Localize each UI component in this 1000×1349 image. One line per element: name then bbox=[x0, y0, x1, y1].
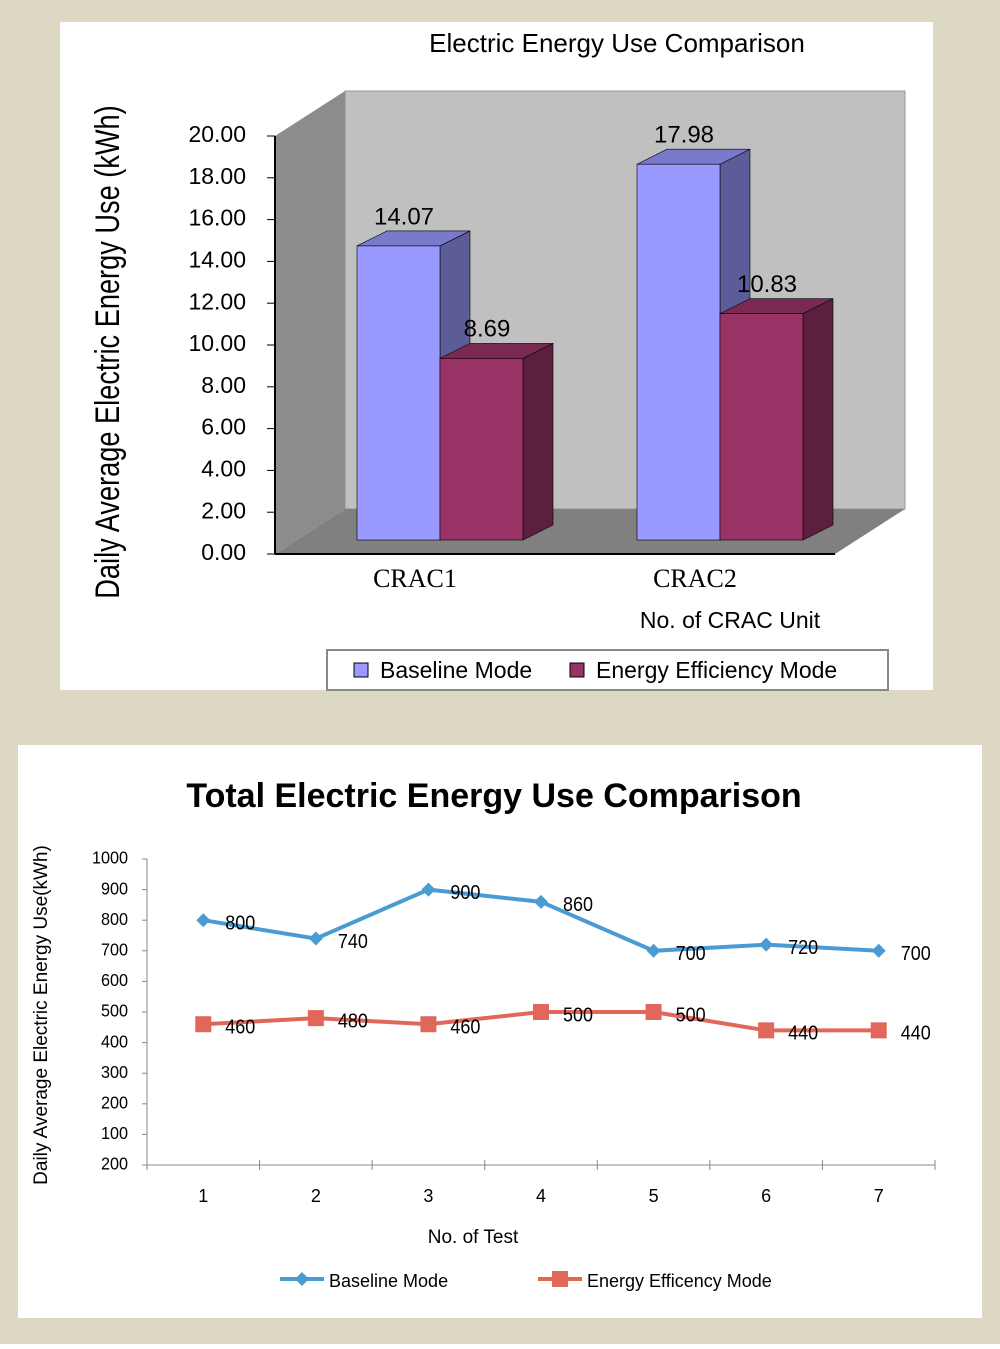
marker bbox=[307, 1010, 324, 1027]
y-axis-label: Daily Average Electric Energy Use(kWh) bbox=[31, 845, 52, 1185]
marker bbox=[870, 1022, 887, 1039]
y-tick-label: 200 bbox=[101, 1154, 128, 1174]
x-tick-label: 7 bbox=[874, 1186, 884, 1206]
marker bbox=[308, 931, 323, 946]
y-tick-label: 18.00 bbox=[188, 163, 246, 189]
y-tick-label: 800 bbox=[101, 909, 128, 929]
marker bbox=[871, 943, 886, 958]
marker bbox=[195, 1016, 212, 1033]
value-label: 460 bbox=[450, 1017, 480, 1039]
y-tick-label: 300 bbox=[101, 1062, 128, 1082]
x-axis-label: No. of Test bbox=[428, 1227, 519, 1248]
value-label: 480 bbox=[338, 1011, 368, 1033]
bar-side bbox=[522, 342, 554, 541]
marker bbox=[759, 937, 774, 952]
x-tick-label: CRAC1 bbox=[373, 564, 457, 593]
x-tick-label: 6 bbox=[761, 1186, 771, 1206]
legend-label: Energy Efficency Mode bbox=[587, 1271, 772, 1291]
value-label: 700 bbox=[901, 943, 931, 965]
value-label: 10.83 bbox=[737, 271, 797, 298]
value-label: 700 bbox=[676, 943, 706, 965]
y-tick-label: 10.00 bbox=[188, 330, 246, 356]
legend-swatch bbox=[569, 662, 585, 678]
marker bbox=[533, 1004, 549, 1020]
value-label: 900 bbox=[450, 882, 480, 904]
marker bbox=[196, 913, 211, 928]
marker bbox=[758, 1022, 775, 1039]
bar bbox=[356, 245, 441, 541]
bar bbox=[439, 358, 524, 541]
legend-label: Baseline Mode bbox=[329, 1271, 448, 1291]
y-tick-label: 200 bbox=[101, 1093, 128, 1113]
x-tick-label: 3 bbox=[423, 1186, 433, 1206]
marker bbox=[646, 943, 661, 958]
x-axis-label: No. of CRAC Unit bbox=[640, 607, 821, 633]
legend-label: Energy Efficiency Mode bbox=[596, 657, 837, 683]
y-tick-label: 900 bbox=[101, 879, 128, 899]
y-tick-label: 16.00 bbox=[188, 205, 246, 231]
marker bbox=[645, 1004, 662, 1020]
y-tick-label: 600 bbox=[101, 970, 128, 990]
x-tick-label: 4 bbox=[536, 1186, 546, 1206]
y-tick-label: 1000 bbox=[92, 848, 128, 868]
y-tick-label: 100 bbox=[101, 1123, 128, 1143]
y-tick-label: 14.00 bbox=[188, 246, 246, 272]
chart-title: Total Electric Energy Use Comparison bbox=[186, 777, 801, 815]
y-tick-label: 4.00 bbox=[201, 455, 246, 481]
y-axis-label: Daily Average Electric Energy Use (kWh) bbox=[88, 105, 127, 598]
y-tick-label: 0.00 bbox=[201, 539, 246, 565]
value-label: 740 bbox=[338, 931, 368, 953]
value-label: 17.98 bbox=[654, 122, 714, 149]
value-label: 500 bbox=[676, 1004, 706, 1026]
value-label: 14.07 bbox=[374, 203, 434, 230]
value-label: 500 bbox=[563, 1004, 593, 1026]
side-wall bbox=[275, 91, 345, 554]
chart-title: Electric Energy Use Comparison bbox=[429, 28, 805, 58]
y-tick-label: 20.00 bbox=[188, 121, 246, 147]
y-tick-label: 400 bbox=[101, 1032, 128, 1052]
x-tick-label: CRAC2 bbox=[653, 564, 737, 593]
value-label: 440 bbox=[788, 1023, 818, 1045]
bar bbox=[719, 313, 804, 541]
y-tick-label: 8.00 bbox=[201, 372, 246, 398]
value-label: 460 bbox=[225, 1017, 255, 1039]
y-tick-label: 6.00 bbox=[201, 414, 246, 440]
value-label: 860 bbox=[563, 894, 593, 916]
marker bbox=[421, 882, 436, 897]
bar bbox=[636, 163, 721, 541]
marker bbox=[420, 1016, 437, 1033]
y-tick-label: 2.00 bbox=[201, 497, 246, 523]
x-tick-label: 1 bbox=[198, 1186, 208, 1206]
marker bbox=[295, 1272, 309, 1286]
bar-side bbox=[802, 298, 834, 541]
y-tick-label: 500 bbox=[101, 1001, 128, 1021]
value-label: 8.69 bbox=[464, 316, 511, 343]
y-tick-label: 700 bbox=[101, 940, 128, 960]
x-tick-label: 5 bbox=[649, 1186, 659, 1206]
value-label: 720 bbox=[788, 937, 818, 959]
value-label: 440 bbox=[901, 1023, 931, 1045]
legend-box bbox=[326, 649, 889, 691]
marker bbox=[552, 1271, 568, 1287]
marker bbox=[534, 894, 548, 909]
x-tick-label: 2 bbox=[311, 1186, 321, 1206]
legend-swatch bbox=[353, 662, 369, 678]
legend-label: Baseline Mode bbox=[380, 657, 532, 683]
value-label: 800 bbox=[225, 913, 255, 935]
y-tick-label: 12.00 bbox=[188, 288, 246, 314]
